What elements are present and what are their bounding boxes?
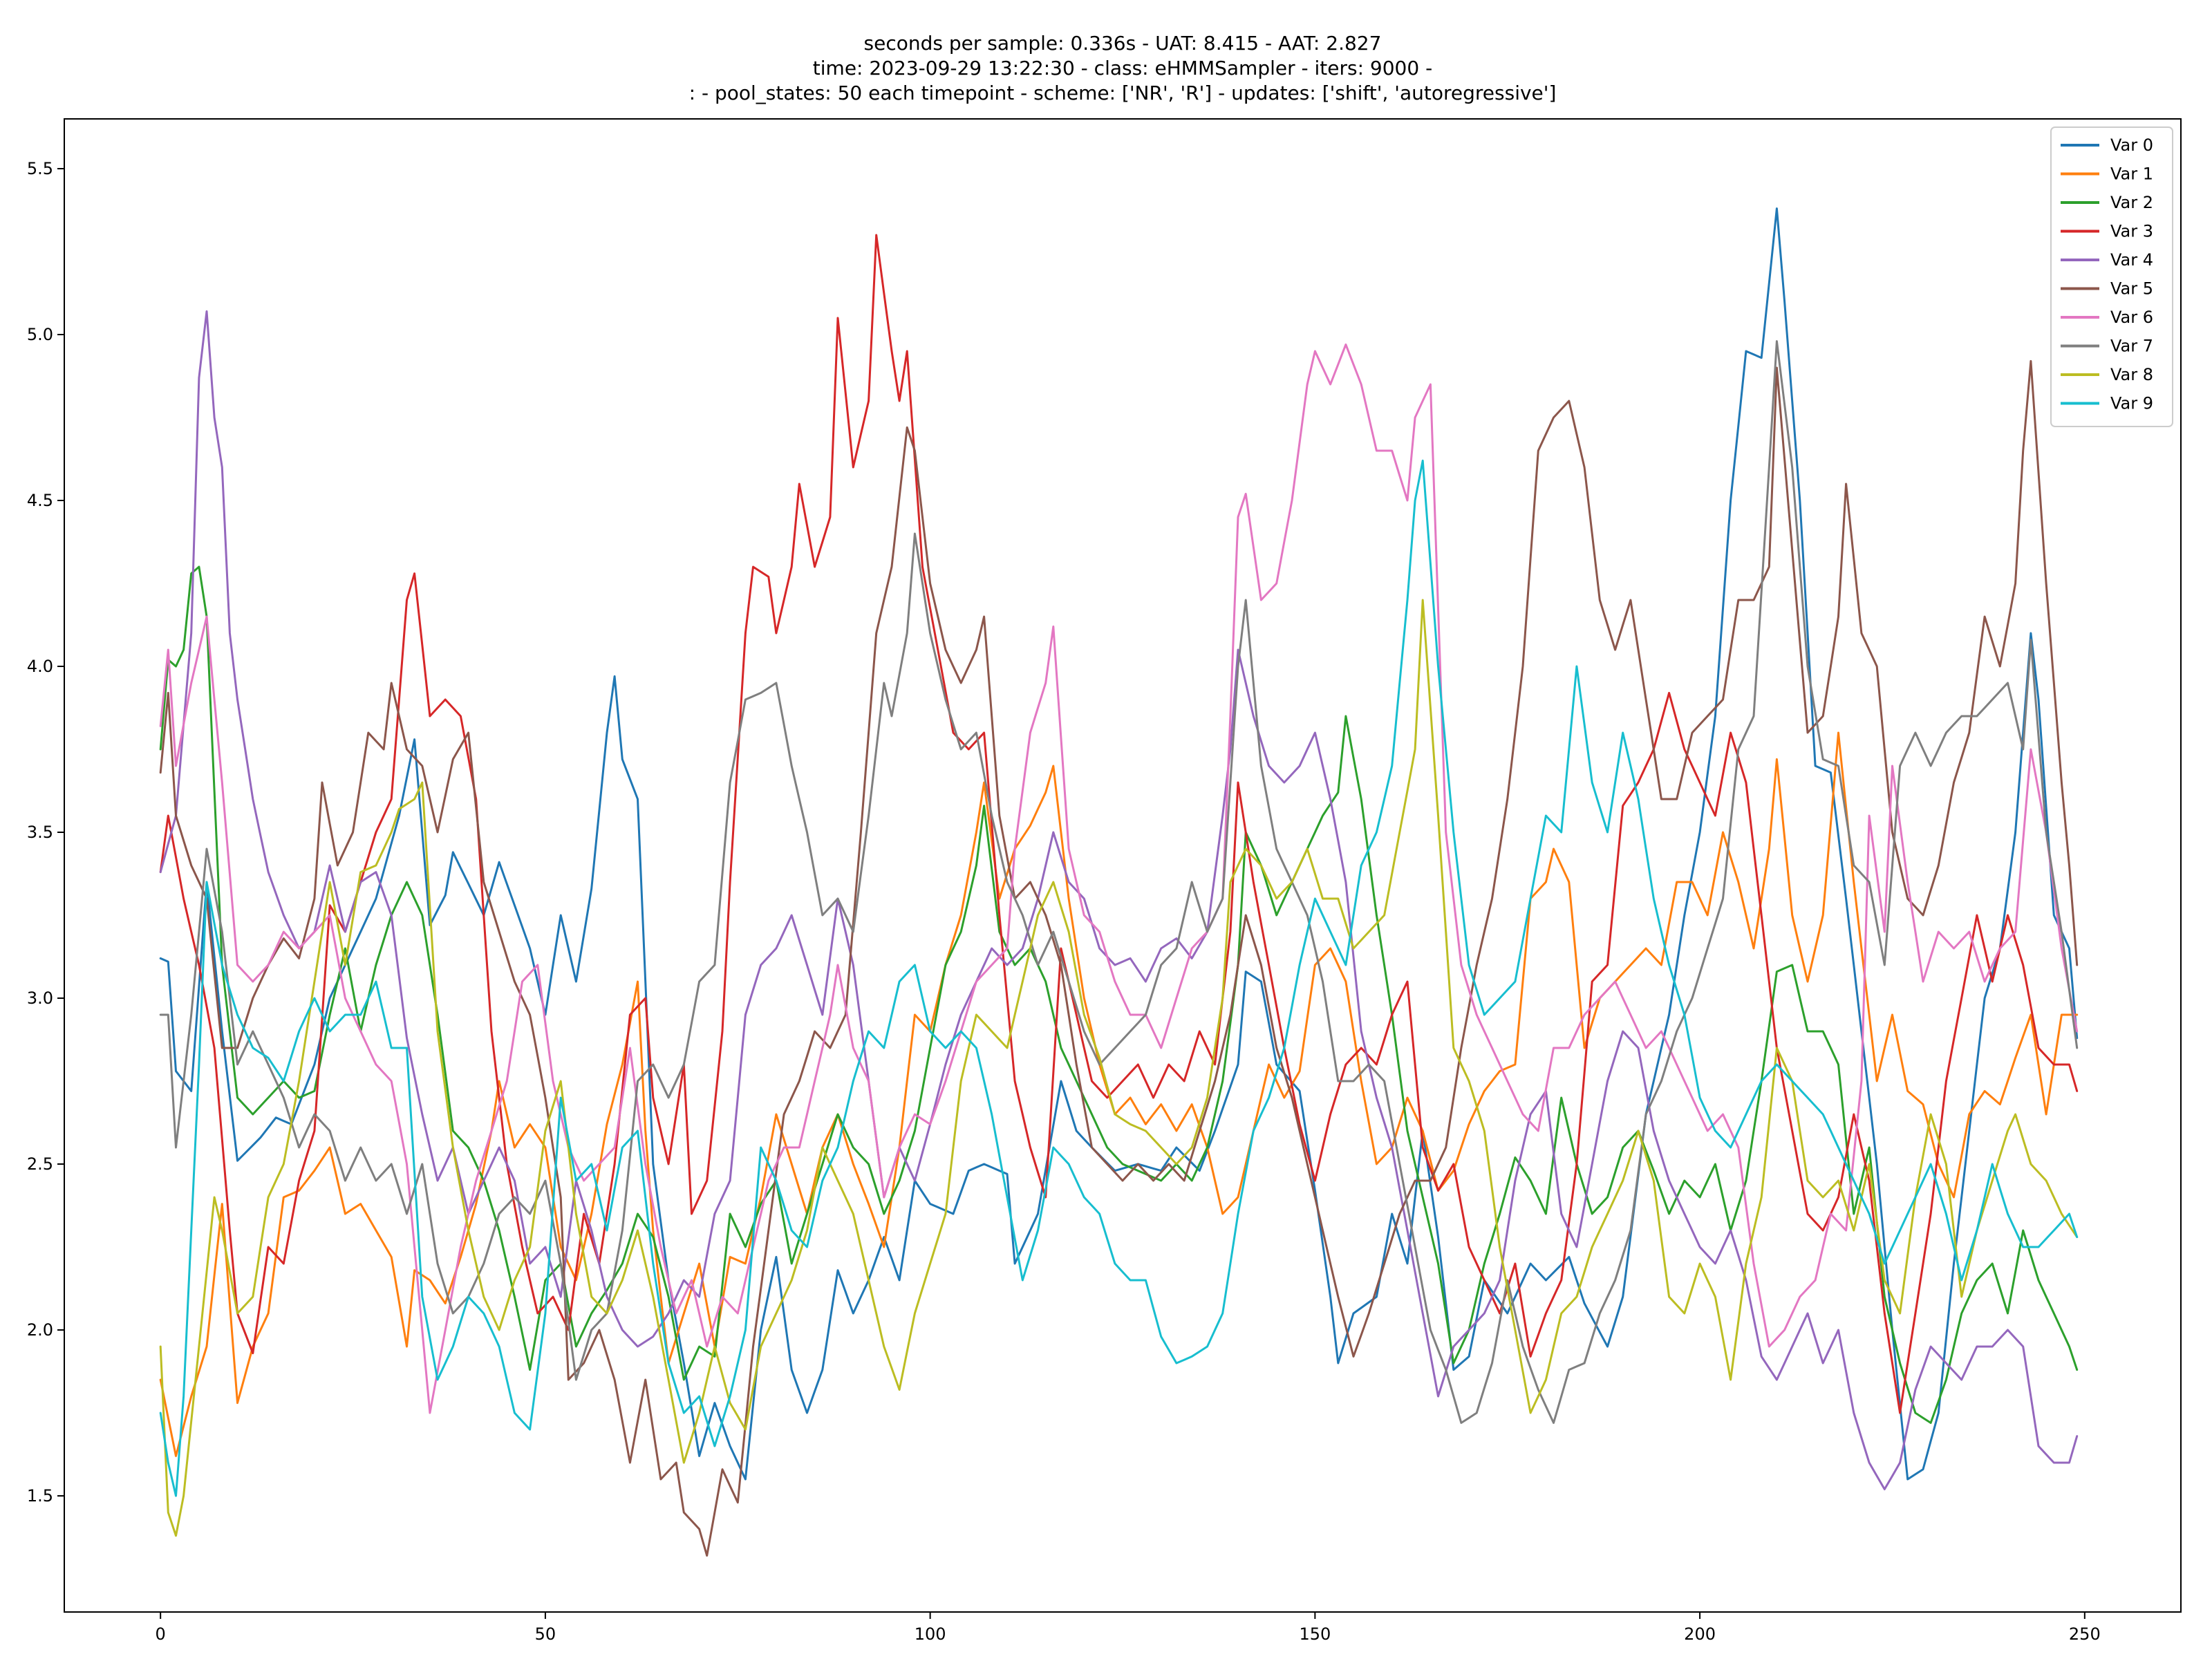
series-line-var-4 — [159, 310, 2079, 1490]
plot-series — [159, 207, 2079, 1557]
y-tick-label: 3.0 — [27, 988, 53, 1008]
series-line-var-2 — [159, 565, 2079, 1424]
series-line-var-1 — [159, 731, 2079, 1457]
x-tick-label: 250 — [2069, 1624, 2101, 1644]
y-tick-label: 5.0 — [27, 325, 53, 344]
series-line-var-7 — [159, 340, 2079, 1424]
axes-frame — [64, 118, 2182, 1613]
legend-label: Var 2 — [2110, 193, 2153, 212]
legend-label: Var 0 — [2110, 135, 2153, 155]
legend: Var 0 Var 1 Var 2 Var 3 Var 4 Var 5 Var 6 Var 7… — [2050, 126, 2173, 427]
legend-label: Var 9 — [2110, 394, 2153, 413]
chart-title-line: time: 2023-09-29 13:22:30 - class: eHMMS… — [813, 57, 1432, 79]
legend-label: Var 8 — [2110, 365, 2153, 384]
y-tick-label: 2.0 — [27, 1320, 53, 1340]
y-tick-label: 4.5 — [27, 491, 53, 510]
chart-title-line: seconds per sample: 0.336s - UAT: 8.415 … — [864, 32, 1382, 55]
legend-label: Var 6 — [2110, 308, 2153, 327]
y-tick-label: 5.5 — [27, 159, 53, 178]
series-line-var-5 — [159, 359, 2079, 1557]
x-tick-label: 100 — [915, 1624, 946, 1644]
y-axis-ticks: 1.5 2.0 2.5 3.0 3.5 4.0 4.5 5.0 5.5 — [27, 159, 64, 1506]
legend-label: Var 3 — [2110, 222, 2153, 241]
x-tick-label: 150 — [1299, 1624, 1331, 1644]
x-tick-label: 0 — [156, 1624, 166, 1644]
series-line-var-0 — [159, 207, 2079, 1481]
legend-label: Var 4 — [2110, 250, 2153, 270]
x-tick-label: 200 — [1684, 1624, 1716, 1644]
y-tick-label: 1.5 — [27, 1486, 53, 1506]
legend-label: Var 5 — [2110, 279, 2153, 299]
chart-title-line: : - pool_states: 50 each timepoint - sch… — [689, 82, 1557, 104]
y-tick-label: 4.0 — [27, 657, 53, 676]
series-line-var-8 — [159, 599, 2079, 1537]
y-tick-label: 2.5 — [27, 1154, 53, 1174]
series-line-var-6 — [159, 343, 2079, 1414]
legend-label: Var 1 — [2110, 165, 2153, 184]
x-tick-label: 50 — [535, 1624, 556, 1644]
y-tick-label: 3.5 — [27, 823, 53, 842]
series-line-var-9 — [159, 459, 2079, 1497]
x-axis-ticks: 0 50 100 150 200 250 — [156, 1612, 2101, 1644]
legend-label: Var 7 — [2110, 337, 2153, 356]
chart-title: seconds per sample: 0.336s - UAT: 8.415 … — [689, 32, 1557, 104]
series-line-var-3 — [159, 234, 2079, 1414]
